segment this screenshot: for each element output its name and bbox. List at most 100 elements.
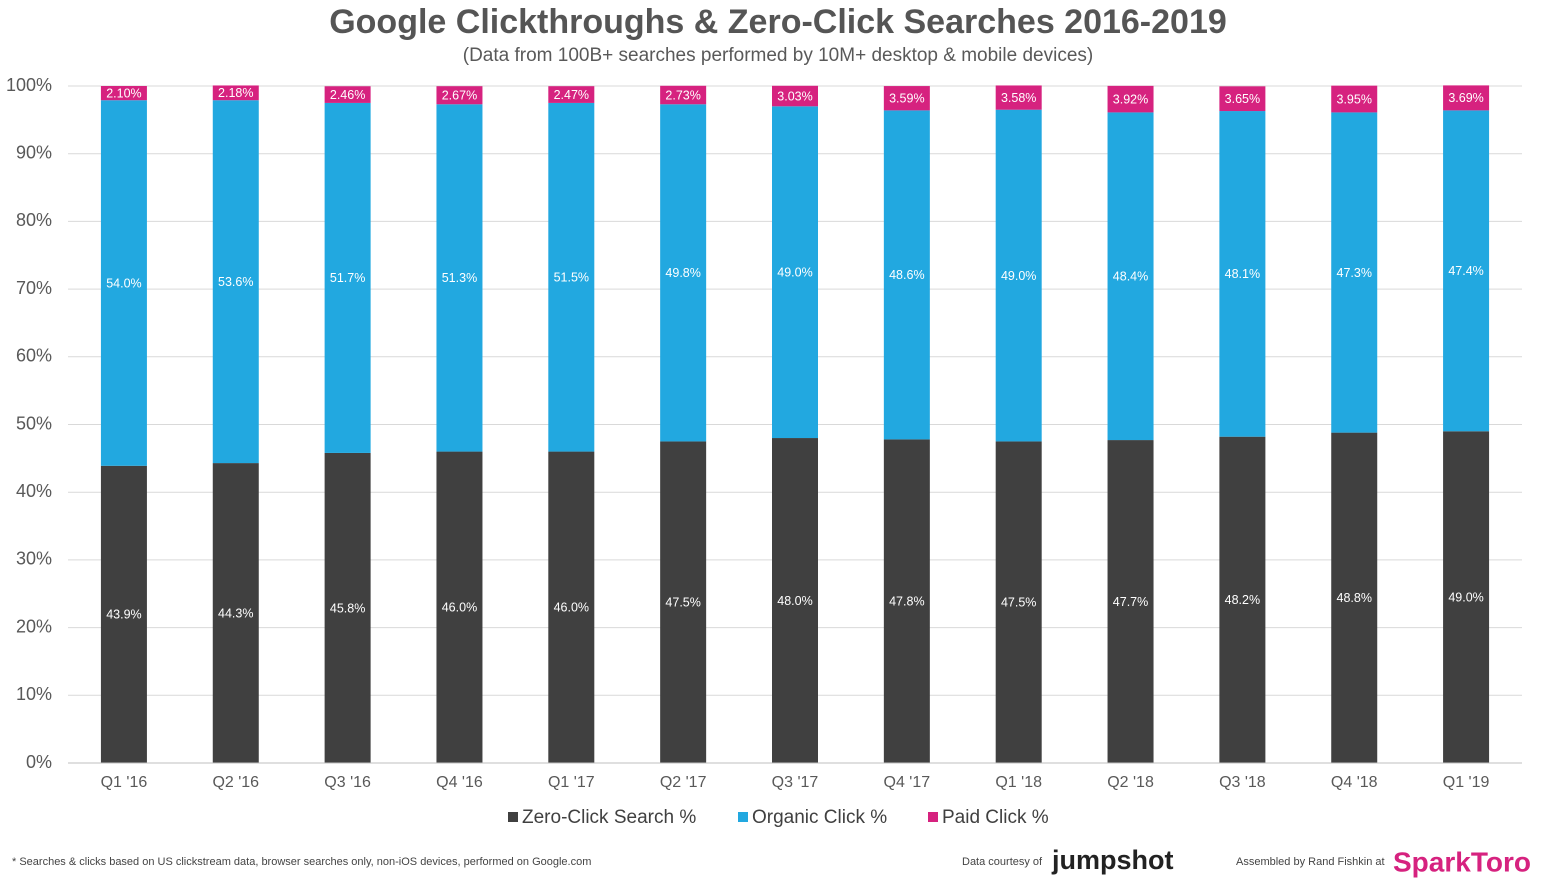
legend-swatch <box>738 812 748 822</box>
bar-segment <box>1219 111 1266 437</box>
bar-segment <box>995 441 1042 763</box>
data-label: 48.0% <box>777 594 812 608</box>
data-label: 3.69% <box>1448 91 1483 105</box>
bar-segment <box>1331 85 1378 113</box>
chart-title: Google Clickthroughs & Zero-Click Search… <box>329 3 1227 41</box>
data-label: 3.59% <box>889 92 924 106</box>
x-tick-label: Q3 '17 <box>772 774 819 791</box>
x-tick-label: Q2 '17 <box>660 774 707 791</box>
bar-segment <box>1107 85 1154 113</box>
bar-segment <box>548 451 595 763</box>
data-label: 48.1% <box>1225 267 1260 281</box>
bar-segment <box>548 86 595 103</box>
y-tick-label: 0% <box>26 752 52 772</box>
legend-label: Organic Click % <box>752 807 887 828</box>
data-label: 48.8% <box>1337 591 1372 605</box>
data-label: 51.3% <box>442 271 477 285</box>
data-label: 47.8% <box>889 594 924 608</box>
y-tick-label: 50% <box>16 413 52 433</box>
y-tick-label: 10% <box>16 684 52 704</box>
data-label: 3.92% <box>1113 92 1148 106</box>
y-tick-label: 70% <box>16 278 52 298</box>
footnote: * Searches & clicks based on US clickstr… <box>12 856 591 868</box>
data-label: 3.03% <box>777 89 812 103</box>
x-tick-label: Q4 '16 <box>436 774 483 791</box>
credit-brand: jumpshot <box>1051 845 1174 875</box>
bar-segment <box>1219 436 1266 763</box>
x-tick-label: Q1 '16 <box>101 774 148 791</box>
y-tick-label: 100% <box>6 75 52 95</box>
data-label: 48.4% <box>1113 270 1148 284</box>
data-label: 46.0% <box>442 601 477 615</box>
x-tick-label: Q4 '18 <box>1331 774 1378 791</box>
data-label: 47.4% <box>1448 264 1483 278</box>
legend-label: Zero-Click Search % <box>522 807 696 828</box>
data-label: 49.0% <box>1448 590 1483 604</box>
bar-segment <box>1331 112 1378 433</box>
y-tick-label: 20% <box>16 616 52 636</box>
bar-segment <box>324 86 371 103</box>
bar-segment <box>995 85 1042 110</box>
bar-segment <box>212 85 259 101</box>
bar-segment <box>1331 432 1378 763</box>
bar-segment <box>660 85 707 105</box>
data-label: 47.5% <box>665 596 700 610</box>
bar-segment <box>436 104 483 452</box>
x-tick-label: Q4 '17 <box>884 774 931 791</box>
data-label: 51.7% <box>330 271 365 285</box>
bar-segment <box>660 441 707 763</box>
data-label: 2.18% <box>218 86 253 100</box>
bar-segment <box>1219 86 1266 112</box>
bar-segment <box>436 451 483 763</box>
bar-segment <box>1443 110 1490 432</box>
data-label: 43.9% <box>106 608 141 622</box>
data-label: 3.65% <box>1225 92 1260 106</box>
legend-swatch <box>508 812 518 822</box>
x-tick-label: Q3 '16 <box>324 774 371 791</box>
bar-segment <box>1107 112 1154 441</box>
data-label: 3.95% <box>1337 92 1372 106</box>
legend-swatch <box>928 812 938 822</box>
bar-segment <box>995 109 1042 442</box>
y-tick-label: 60% <box>16 346 52 366</box>
data-label: 51.5% <box>554 271 589 285</box>
x-tick-label: Q1 '19 <box>1443 774 1490 791</box>
data-label: 2.67% <box>442 89 477 103</box>
chart-subtitle: (Data from 100B+ searches performed by 1… <box>463 45 1093 66</box>
bar-segment <box>883 439 930 763</box>
data-label: 49.8% <box>665 266 700 280</box>
data-label: 49.0% <box>1001 269 1036 283</box>
bar-segment <box>212 463 259 763</box>
assembled: Assembled by Rand Fishkin at <box>1236 856 1385 868</box>
data-label: 53.6% <box>218 275 253 289</box>
data-label: 44.3% <box>218 606 253 620</box>
bar-segment <box>324 452 371 763</box>
bar-segment <box>436 86 483 105</box>
bar-segment <box>1443 431 1490 763</box>
bar-segment <box>100 465 147 763</box>
data-label: 47.5% <box>1001 596 1036 610</box>
bar-segment <box>1443 85 1490 111</box>
data-label: 2.46% <box>330 88 365 102</box>
bar-segment <box>324 102 371 453</box>
bar-segment <box>772 85 818 107</box>
x-tick-label: Q3 '18 <box>1219 774 1266 791</box>
data-label: 47.3% <box>1337 266 1372 280</box>
bar-segment <box>1107 440 1154 763</box>
bar-segment <box>883 110 930 440</box>
bar-segment <box>100 100 147 466</box>
bar-segment <box>212 100 259 464</box>
bar-segment <box>660 104 707 442</box>
x-tick-label: Q2 '16 <box>212 774 259 791</box>
data-label: 2.10% <box>106 86 141 100</box>
bar-segment <box>883 86 930 111</box>
bar-segment <box>100 86 147 101</box>
data-label: 48.2% <box>1225 593 1260 607</box>
data-label: 45.8% <box>330 601 365 615</box>
data-label: 49.0% <box>777 265 812 279</box>
credit: Data courtesy of <box>962 856 1043 868</box>
data-label: 47.7% <box>1113 595 1148 609</box>
y-tick-label: 40% <box>16 481 52 501</box>
assembled-brand: SparkToro <box>1393 846 1531 877</box>
